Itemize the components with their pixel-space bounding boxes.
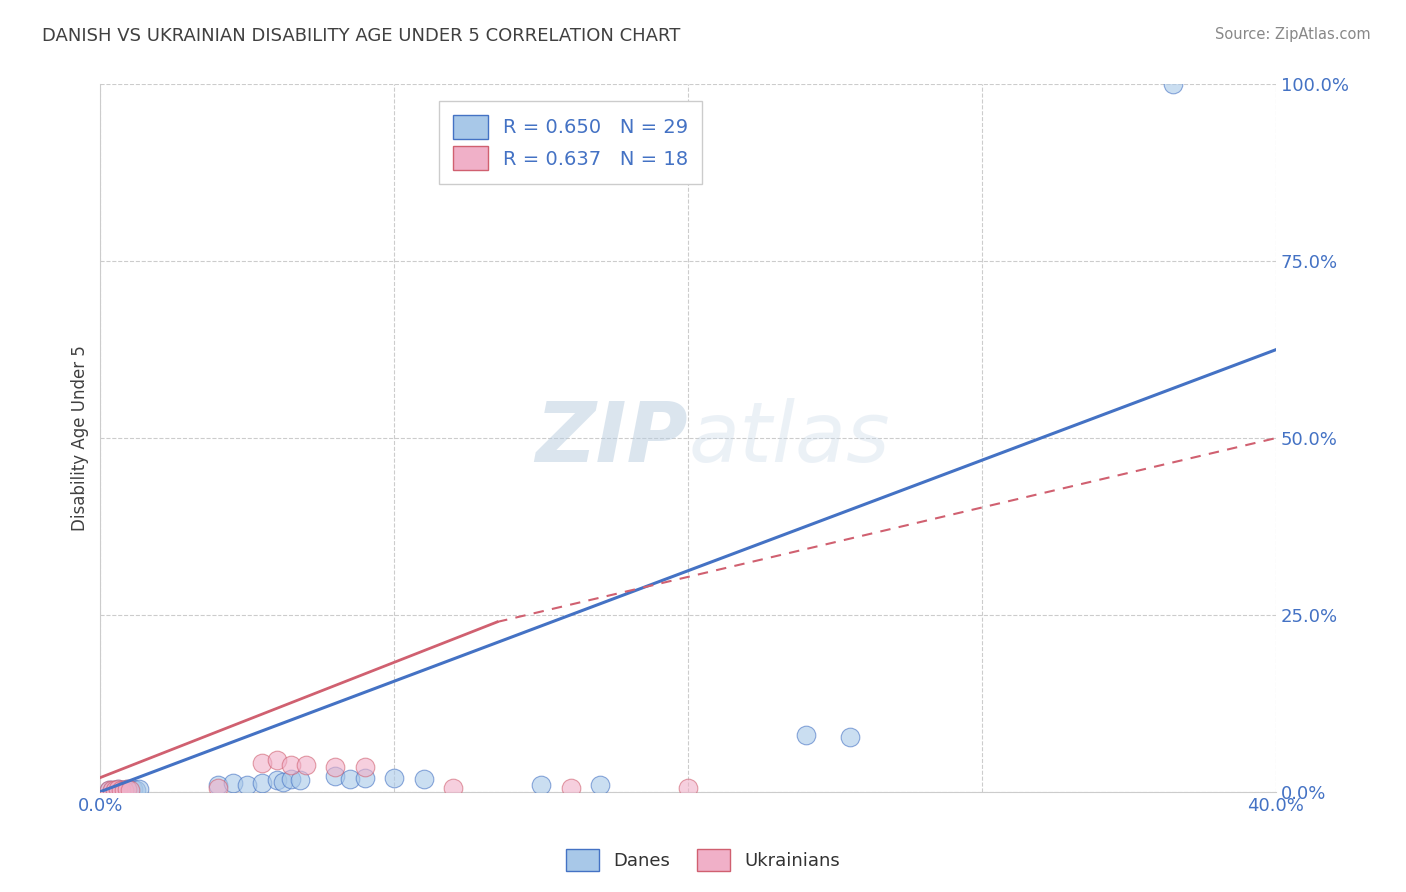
Point [107,781,129,796]
Point [121,781,143,796]
Point [290,773,312,788]
Point [115,781,138,796]
Point [207,781,229,796]
Point [104,782,127,797]
Legend: R = 0.650   N = 29, R = 0.637   N = 18: R = 0.650 N = 29, R = 0.637 N = 18 [439,101,702,184]
Point [676,781,699,796]
Point [266,753,288,767]
Point [236,778,259,792]
Point [115,781,138,796]
Point [589,778,612,792]
Point [110,782,132,797]
Point [98,782,121,797]
Point [101,782,124,797]
Point [560,781,582,796]
Point [221,775,243,789]
Point [250,776,273,790]
Point [118,782,141,797]
Point [107,781,129,796]
Point [250,756,273,771]
Point [295,757,318,772]
Point [280,757,302,772]
Text: ZIP: ZIP [536,398,688,479]
Point [280,772,302,786]
Point [412,772,434,786]
Point [339,772,361,786]
Point [382,771,405,785]
Point [441,781,464,796]
Point [838,730,860,744]
Point [128,781,150,796]
Text: Source: ZipAtlas.com: Source: ZipAtlas.com [1215,27,1371,42]
Legend: Danes, Ukrainians: Danes, Ukrainians [560,842,846,879]
Point [1161,78,1184,92]
Point [124,782,146,797]
Point [271,774,294,789]
Point [207,778,229,792]
Text: DANISH VS UKRAINIAN DISABILITY AGE UNDER 5 CORRELATION CHART: DANISH VS UKRAINIAN DISABILITY AGE UNDER… [42,27,681,45]
Point [118,782,141,797]
Point [112,782,135,797]
Point [110,782,132,797]
Point [98,782,121,797]
Point [354,760,377,774]
Point [794,728,817,742]
Point [104,782,127,797]
Point [530,778,553,792]
Point [112,782,135,797]
Point [325,769,347,783]
Point [101,782,124,797]
Text: atlas: atlas [688,398,890,479]
Point [354,771,377,785]
Point [325,760,347,774]
Y-axis label: Disability Age Under 5: Disability Age Under 5 [72,345,89,531]
Point [266,773,288,788]
